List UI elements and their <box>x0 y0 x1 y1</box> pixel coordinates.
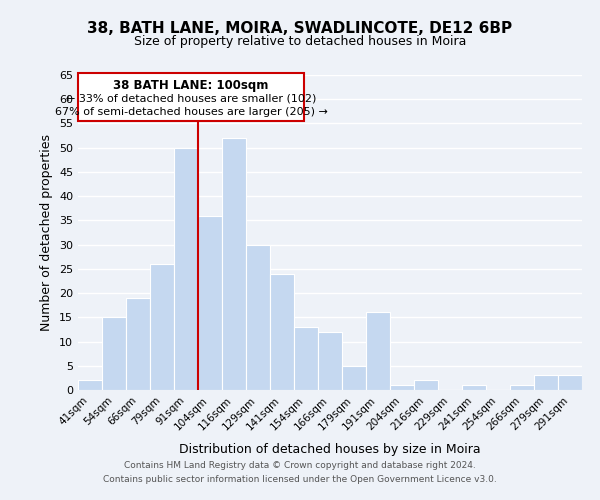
Bar <box>222 138 246 390</box>
X-axis label: Distribution of detached houses by size in Moira: Distribution of detached houses by size … <box>179 443 481 456</box>
Text: 38, BATH LANE, MOIRA, SWADLINCOTE, DE12 6BP: 38, BATH LANE, MOIRA, SWADLINCOTE, DE12 … <box>88 21 512 36</box>
Bar <box>270 274 294 390</box>
Bar <box>534 376 558 390</box>
Bar <box>246 244 270 390</box>
Bar <box>390 385 414 390</box>
Bar <box>102 318 126 390</box>
Bar <box>510 385 534 390</box>
Text: Contains HM Land Registry data © Crown copyright and database right 2024.: Contains HM Land Registry data © Crown c… <box>124 461 476 470</box>
Text: Contains public sector information licensed under the Open Government Licence v3: Contains public sector information licen… <box>103 474 497 484</box>
Bar <box>342 366 366 390</box>
FancyBboxPatch shape <box>79 73 304 121</box>
Bar <box>558 376 582 390</box>
Bar <box>198 216 222 390</box>
Bar <box>126 298 150 390</box>
Bar <box>150 264 174 390</box>
Text: 38 BATH LANE: 100sqm: 38 BATH LANE: 100sqm <box>113 79 269 92</box>
Bar <box>174 148 198 390</box>
Text: 67% of semi-detached houses are larger (205) →: 67% of semi-detached houses are larger (… <box>55 108 328 118</box>
Bar <box>294 327 318 390</box>
Text: Size of property relative to detached houses in Moira: Size of property relative to detached ho… <box>134 35 466 48</box>
Y-axis label: Number of detached properties: Number of detached properties <box>40 134 53 331</box>
Text: ← 33% of detached houses are smaller (102): ← 33% of detached houses are smaller (10… <box>66 94 316 104</box>
Bar <box>366 312 390 390</box>
Bar <box>318 332 342 390</box>
Bar <box>78 380 102 390</box>
Bar <box>414 380 438 390</box>
Bar <box>462 385 486 390</box>
